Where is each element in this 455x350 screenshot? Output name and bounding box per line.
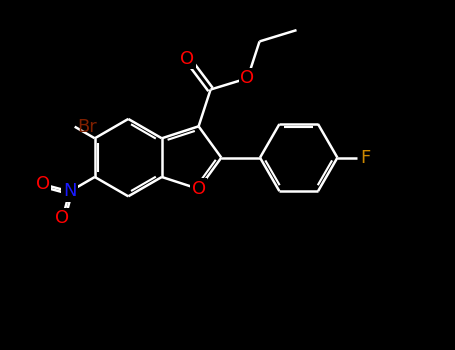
Text: F: F xyxy=(360,149,371,167)
Text: O: O xyxy=(192,180,206,198)
Text: O: O xyxy=(56,209,70,228)
Text: O: O xyxy=(180,50,194,68)
Text: Br: Br xyxy=(77,118,97,136)
Text: O: O xyxy=(241,69,255,87)
Text: N: N xyxy=(63,182,76,201)
Text: O: O xyxy=(35,175,50,193)
